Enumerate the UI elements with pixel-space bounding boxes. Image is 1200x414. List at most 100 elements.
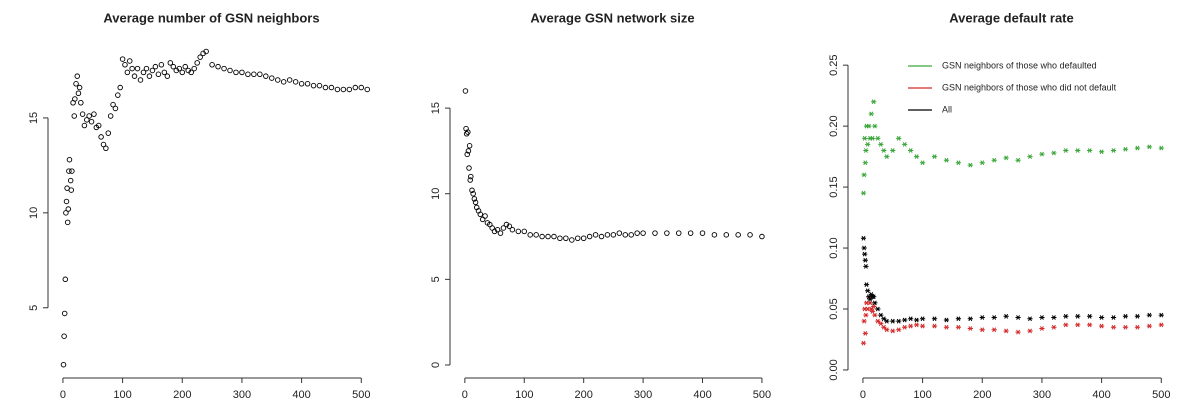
point bbox=[477, 211, 484, 218]
point bbox=[78, 99, 84, 106]
point bbox=[269, 75, 275, 81]
point bbox=[967, 326, 973, 331]
point bbox=[1051, 324, 1057, 330]
point bbox=[943, 317, 950, 323]
point bbox=[364, 86, 370, 93]
point bbox=[557, 235, 563, 242]
point bbox=[955, 316, 961, 322]
x-tick-label: 200 bbox=[575, 389, 593, 401]
legend-label: GSN neighbors of those who did not defau… bbox=[942, 82, 1117, 92]
point bbox=[149, 67, 156, 74]
point bbox=[286, 77, 293, 83]
point bbox=[245, 71, 251, 78]
point bbox=[61, 333, 67, 339]
point bbox=[699, 230, 706, 236]
x-tick-label: 0 bbox=[60, 389, 66, 401]
point bbox=[551, 233, 557, 240]
point bbox=[586, 233, 593, 240]
point bbox=[1134, 145, 1141, 151]
point bbox=[1015, 157, 1021, 163]
x-tick-label: 200 bbox=[173, 389, 191, 401]
point bbox=[759, 233, 765, 240]
point bbox=[1015, 329, 1021, 335]
point bbox=[1158, 322, 1164, 328]
point bbox=[304, 81, 311, 87]
point bbox=[863, 282, 870, 287]
point bbox=[155, 71, 162, 78]
point bbox=[122, 62, 128, 68]
point bbox=[890, 148, 896, 153]
point bbox=[902, 142, 908, 147]
point bbox=[871, 294, 877, 300]
point bbox=[866, 123, 872, 129]
point bbox=[292, 79, 299, 85]
point bbox=[967, 162, 973, 168]
point bbox=[878, 142, 884, 147]
point bbox=[1158, 145, 1164, 151]
y-tick-label: 0.10 bbox=[828, 237, 840, 258]
point bbox=[103, 145, 109, 152]
x-tick-label: 0 bbox=[462, 389, 468, 401]
point bbox=[875, 135, 881, 141]
point bbox=[1039, 326, 1045, 331]
x-tick-label: 300 bbox=[634, 389, 652, 401]
point bbox=[194, 60, 200, 66]
point bbox=[328, 84, 335, 91]
point bbox=[515, 228, 522, 235]
point bbox=[881, 316, 887, 322]
point bbox=[1075, 313, 1081, 319]
point bbox=[862, 135, 868, 141]
point bbox=[931, 316, 938, 322]
point bbox=[334, 86, 341, 93]
point bbox=[979, 315, 985, 320]
point bbox=[1063, 322, 1069, 328]
point bbox=[71, 113, 78, 119]
point bbox=[931, 323, 938, 329]
point bbox=[1146, 323, 1152, 329]
point bbox=[1003, 155, 1009, 161]
point bbox=[81, 122, 88, 129]
point bbox=[112, 105, 119, 112]
point bbox=[860, 235, 867, 241]
point bbox=[191, 65, 197, 72]
point bbox=[137, 77, 144, 83]
point bbox=[227, 67, 233, 74]
point bbox=[107, 113, 114, 119]
point bbox=[98, 134, 104, 140]
point bbox=[233, 69, 239, 76]
point bbox=[1075, 148, 1081, 153]
point bbox=[652, 230, 658, 236]
point bbox=[862, 160, 868, 166]
point bbox=[464, 151, 470, 158]
point bbox=[1063, 313, 1069, 319]
point bbox=[871, 99, 877, 105]
y-tick-label: 0.25 bbox=[828, 54, 840, 75]
point bbox=[471, 196, 478, 202]
point bbox=[875, 318, 881, 324]
point bbox=[881, 324, 887, 330]
point bbox=[521, 228, 528, 235]
point bbox=[100, 141, 107, 148]
point bbox=[129, 65, 135, 72]
point bbox=[1110, 315, 1117, 320]
point bbox=[634, 230, 640, 236]
point bbox=[872, 300, 878, 306]
point bbox=[119, 56, 126, 62]
point bbox=[723, 232, 730, 238]
point bbox=[465, 148, 472, 154]
point bbox=[1087, 313, 1093, 319]
point bbox=[884, 154, 890, 159]
x-tick-label: 100 bbox=[913, 389, 931, 401]
x-tick-label: 300 bbox=[233, 389, 251, 401]
chart-title: Average number of GSN neighbors bbox=[103, 10, 319, 25]
point bbox=[310, 82, 317, 89]
point bbox=[134, 65, 141, 72]
point bbox=[914, 317, 920, 323]
point bbox=[239, 69, 245, 76]
point bbox=[1039, 315, 1045, 320]
point bbox=[503, 221, 510, 228]
point bbox=[470, 190, 476, 197]
point bbox=[862, 251, 868, 257]
point bbox=[875, 306, 881, 312]
point bbox=[896, 318, 902, 324]
